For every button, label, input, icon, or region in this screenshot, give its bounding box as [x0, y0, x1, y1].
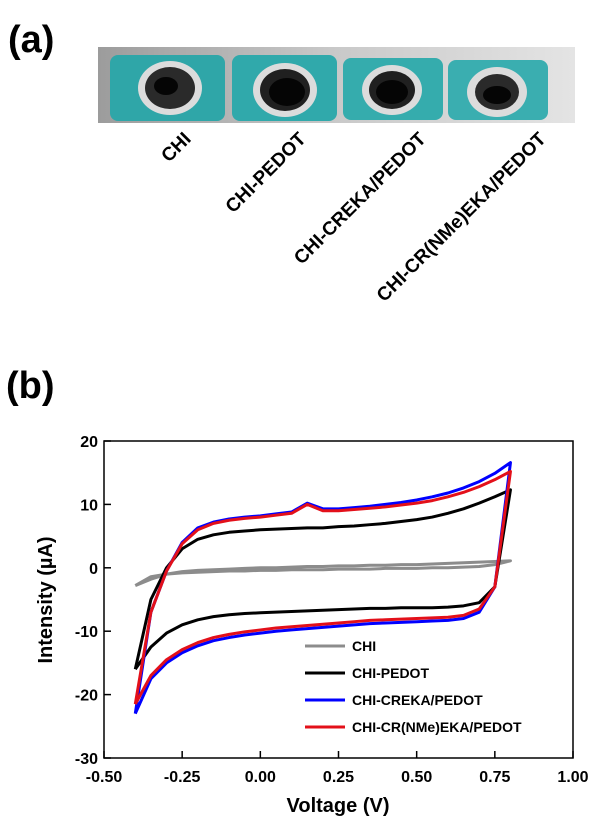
- x-tick-label: 0.50: [401, 769, 432, 786]
- sample-label: CHI-PEDOT: [222, 128, 311, 217]
- figure: (a) CHI CHI-PEDOT CHI-CREKA/PEDOT CHI-CR…: [0, 0, 596, 827]
- panel-label: (b): [6, 365, 55, 407]
- y-axis-label: Intensity (µA): [35, 536, 57, 663]
- y-tick-label: -30: [75, 751, 98, 768]
- x-tick-label: 1.00: [557, 769, 588, 786]
- sample-label: CHI: [158, 129, 196, 167]
- y-tick-label: 10: [80, 497, 98, 514]
- cv-curve: [135, 471, 510, 704]
- y-tick-label: 0: [89, 561, 98, 578]
- legend-label: CHI-CREKA/PEDOT: [352, 692, 483, 708]
- y-tick-label: -20: [75, 688, 98, 705]
- legend-label: CHI-CR(NMe)EKA/PEDOT: [352, 719, 522, 735]
- x-tick-label: 0.00: [245, 769, 276, 786]
- photo: [98, 47, 575, 123]
- x-tick-label: -0.25: [164, 769, 201, 786]
- x-tick-label: 0.25: [323, 769, 354, 786]
- legend-label: CHI-PEDOT: [352, 665, 429, 681]
- cv-curve: [135, 561, 510, 586]
- panel-label: (a): [8, 19, 54, 61]
- x-tick-label: -0.50: [86, 769, 123, 786]
- plot-frame: [104, 441, 573, 758]
- y-tick-label: -10: [75, 624, 98, 641]
- cv-curve: [135, 463, 510, 714]
- x-tick-label: 0.75: [479, 769, 510, 786]
- y-tick-label: 20: [80, 434, 98, 451]
- sample-label: CHI-CREKA/PEDOT: [290, 128, 431, 269]
- cv-curve: [135, 490, 510, 669]
- legend-label: CHI: [352, 638, 376, 654]
- x-axis-label: Voltage (V): [287, 795, 390, 817]
